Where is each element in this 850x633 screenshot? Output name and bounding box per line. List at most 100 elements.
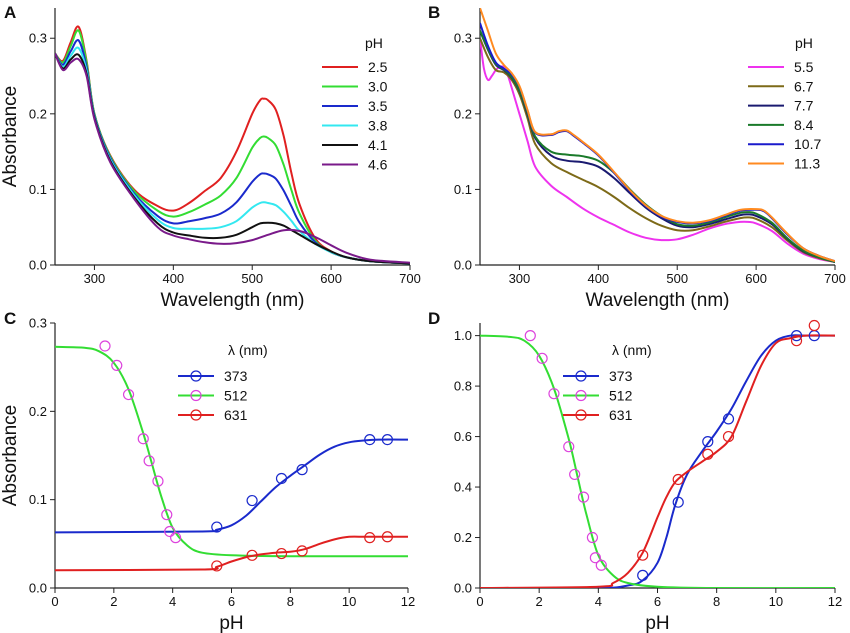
panel-d-x-tick-label: 2 — [536, 594, 543, 609]
panel-a-series-line-4.6 — [55, 52, 410, 264]
panel-c-x-tick-label: 12 — [401, 594, 415, 609]
panel-d-x-axis-label: pH — [645, 613, 669, 633]
panel-d-series-line-512 — [480, 334, 835, 588]
panel-d-series-line-631 — [480, 334, 835, 588]
panel-d-data-point-373 — [672, 496, 684, 508]
panel-c-data-point-373 — [296, 464, 308, 476]
panel-c-series-line-631 — [55, 535, 408, 572]
panel-c-y-tick-label: 0.0 — [29, 581, 47, 596]
panel-label-d: D — [428, 309, 440, 328]
panel-c-data-point-373 — [381, 434, 394, 446]
panel-d-data-point-512 — [536, 352, 548, 364]
panel-b-y-tick-label: 0.0 — [454, 258, 472, 273]
panel-d-y-tick-label: 1.0 — [454, 328, 472, 343]
panel-d-chart: 0 2 4 6 8 10 12 0.0 0.2 0.4 0.6 0.8 1.0 pH λ (nm) 373 51… — [454, 319, 842, 633]
panel-c-plot-area — [55, 345, 408, 572]
panel-c-x-tick-label: 6 — [228, 594, 235, 609]
panel-label-b: B — [428, 3, 440, 22]
panel-d-y-tick-label: 0.8 — [454, 379, 472, 394]
panel-d-data-point-373 — [790, 330, 803, 342]
panel-b-x-tick-label: 600 — [745, 271, 767, 286]
panel-d-x-tick-label: 0 — [476, 594, 483, 609]
panel-b-series-line-11.3 — [480, 8, 835, 263]
panel-d-data-point-512 — [589, 552, 601, 564]
panel-label-c: C — [4, 309, 16, 328]
panel-d-legend-marker-373 — [575, 370, 587, 382]
panel-b-y-tick-label: 0.1 — [454, 182, 472, 197]
panel-d-legend-marker-512 — [575, 389, 587, 402]
panel-d-data-point-512 — [595, 559, 607, 571]
panel-d-legend-label-631: 631 — [609, 407, 633, 423]
panel-d-legend-marker-631 — [575, 409, 587, 421]
panel-d-legend-label-512: 512 — [609, 388, 633, 404]
panel-a-legend-label-4.6: 4.6 — [368, 157, 388, 173]
panel-d-data-point-373 — [637, 569, 649, 581]
panel-c-x-tick-label: 8 — [287, 594, 294, 609]
panel-c-data-point-512 — [161, 509, 173, 521]
panel-c-data-point-631 — [364, 532, 376, 544]
panel-b-legend-title: pH — [795, 35, 813, 51]
panel-a-legend-label-3.0: 3.0 — [368, 79, 388, 95]
panel-c-x-tick-label: 4 — [169, 594, 176, 609]
panel-a-y-axis-label: Absorbance — [0, 86, 21, 187]
panel-a-y-tick-label: 0.0 — [29, 258, 47, 273]
panel-c-legend-label-512: 512 — [224, 388, 248, 404]
panel-d-plot-area — [480, 334, 835, 588]
panel-d-x-tick-label: 12 — [828, 594, 842, 609]
panel-d-data-point-631 — [702, 448, 714, 460]
panel-b-chart: 300 400 500 600 700 0.0 0.1 0.2 0.3 Wavelength (n… — [454, 8, 846, 311]
panel-b-legend-label-6.7: 6.7 — [794, 78, 814, 94]
panel-b-plot-area — [480, 8, 835, 263]
panel-c-x-tick-label: 2 — [110, 594, 117, 609]
panel-c-data-point-512 — [152, 475, 164, 487]
panel-a-legend-label-3.8: 3.8 — [368, 118, 388, 134]
panel-a-legend-title: pH — [365, 35, 383, 51]
panel-d-data-point-631 — [790, 335, 803, 347]
panel-c-legend-label-373: 373 — [224, 368, 248, 384]
panel-b-x-tick-label: 700 — [824, 271, 846, 286]
panel-c-x-axis-label: pH — [219, 613, 243, 633]
panel-c-data-point-373 — [246, 494, 258, 507]
panel-d-legend-title: λ (nm) — [612, 342, 652, 358]
panel-d-y-tick-label: 0.4 — [454, 480, 472, 495]
panel-c-legend-marker-512 — [190, 389, 202, 402]
panel-d-y-tick-label: 0.6 — [454, 429, 472, 444]
panel-c-data-point-631 — [275, 547, 288, 560]
panel-a-x-tick-label: 300 — [84, 271, 106, 286]
panel-a-y-tick-label: 0.1 — [29, 182, 47, 197]
panel-b-legend-label-7.7: 7.7 — [794, 98, 814, 114]
panel-a-x-tick-label: 700 — [399, 271, 421, 286]
panel-d-y-tick-label: 0.2 — [454, 530, 472, 545]
panel-c-data-point-512 — [111, 359, 123, 371]
panel-c-data-point-631 — [211, 560, 223, 572]
panel-c-data-point-512 — [164, 525, 176, 538]
panel-a-x-axis-label: Wavelength (nm) — [161, 290, 305, 311]
panel-a-chart: 300 400 500 600 700 0.0 0.1 0.2 0.3 Wavelength (n… — [0, 8, 421, 311]
panel-label-a: A — [4, 3, 16, 22]
panel-d-legend-label-373: 373 — [609, 368, 633, 384]
panel-b-series-line-6.7 — [480, 37, 835, 263]
panel-d-data-point-631 — [637, 549, 649, 561]
panel-d-data-point-512 — [569, 468, 581, 481]
panel-d-data-point-512 — [577, 491, 590, 503]
panel-a-series-line-3.5 — [55, 39, 410, 265]
panel-c-data-point-631 — [246, 549, 258, 561]
panel-c-series-line-512 — [55, 345, 408, 558]
panel-c-legend-marker-631 — [190, 409, 202, 421]
panel-d-data-point-512 — [524, 330, 536, 342]
panel-c-y-tick-label: 0.1 — [29, 492, 47, 507]
panel-b-legend-label-10.7: 10.7 — [794, 136, 821, 152]
panel-b-legend-label-11.3: 11.3 — [794, 156, 820, 172]
panel-a-x-tick-label: 400 — [162, 271, 184, 286]
panel-c-y-tick-label: 0.2 — [29, 404, 47, 419]
panel-d-x-tick-label: 10 — [769, 594, 783, 609]
panel-c-legend-marker-373 — [190, 370, 202, 382]
panel-c-data-point-512 — [170, 532, 182, 544]
panel-d-x-tick-label: 4 — [595, 594, 602, 609]
panel-c-data-point-512 — [143, 455, 155, 467]
panel-c-data-point-512 — [122, 388, 135, 401]
panel-d-data-point-512 — [563, 441, 575, 453]
panel-d-data-point-373 — [722, 413, 735, 425]
panel-c-data-point-373 — [364, 434, 376, 446]
